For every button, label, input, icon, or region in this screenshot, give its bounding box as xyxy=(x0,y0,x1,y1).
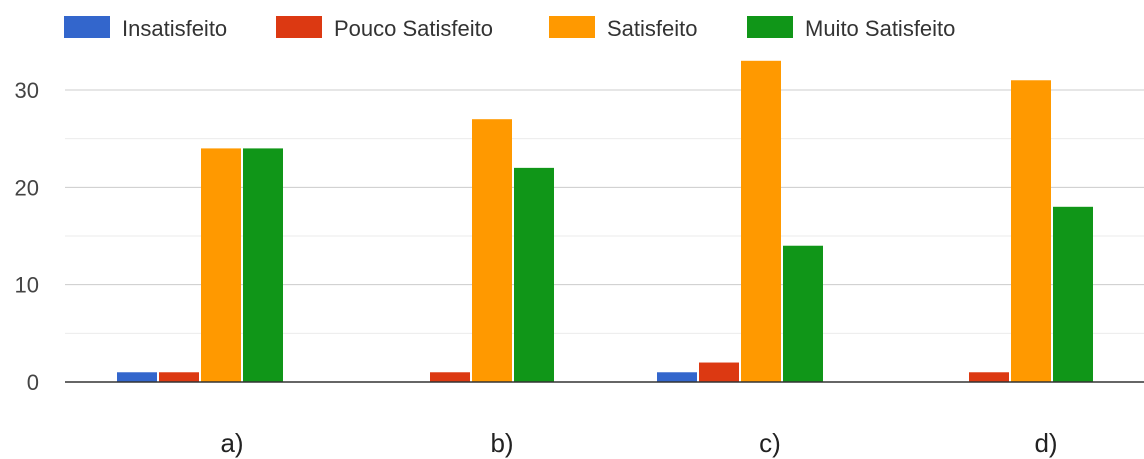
bar xyxy=(117,372,157,382)
bar xyxy=(1011,80,1051,383)
bar xyxy=(514,167,554,382)
legend-swatch xyxy=(747,16,793,38)
bar xyxy=(1053,206,1093,382)
bar xyxy=(783,245,823,382)
bar xyxy=(243,148,283,382)
bar xyxy=(201,148,241,382)
y-tick-label: 0 xyxy=(27,370,39,395)
x-tick-label: c) xyxy=(759,428,781,458)
bar xyxy=(430,372,470,382)
bar xyxy=(472,119,512,382)
bar xyxy=(159,372,199,382)
legend-swatch xyxy=(549,16,595,38)
x-tick-label: b) xyxy=(490,428,513,458)
x-axis-ticks: a) b) c) d) xyxy=(220,428,1057,458)
legend-label: Satisfeito xyxy=(607,16,698,41)
bar xyxy=(969,372,1009,382)
y-tick-label: 20 xyxy=(15,175,39,200)
legend-label: Muito Satisfeito xyxy=(805,16,955,41)
bars xyxy=(117,60,1093,383)
y-axis-ticks: 0 10 20 30 xyxy=(15,78,39,395)
legend-label: Insatisfeito xyxy=(122,16,227,41)
x-tick-label: a) xyxy=(220,428,243,458)
legend-swatch xyxy=(64,16,110,38)
bar xyxy=(657,372,697,382)
legend-swatch xyxy=(276,16,322,38)
y-tick-label: 30 xyxy=(15,78,39,103)
bar xyxy=(699,362,739,382)
y-tick-label: 10 xyxy=(15,273,39,298)
x-tick-label: d) xyxy=(1034,428,1057,458)
bar xyxy=(741,60,781,383)
legend: Insatisfeito Pouco Satisfeito Satisfeito Mu… xyxy=(64,16,955,41)
legend-label: Pouco Satisfeito xyxy=(334,16,493,41)
